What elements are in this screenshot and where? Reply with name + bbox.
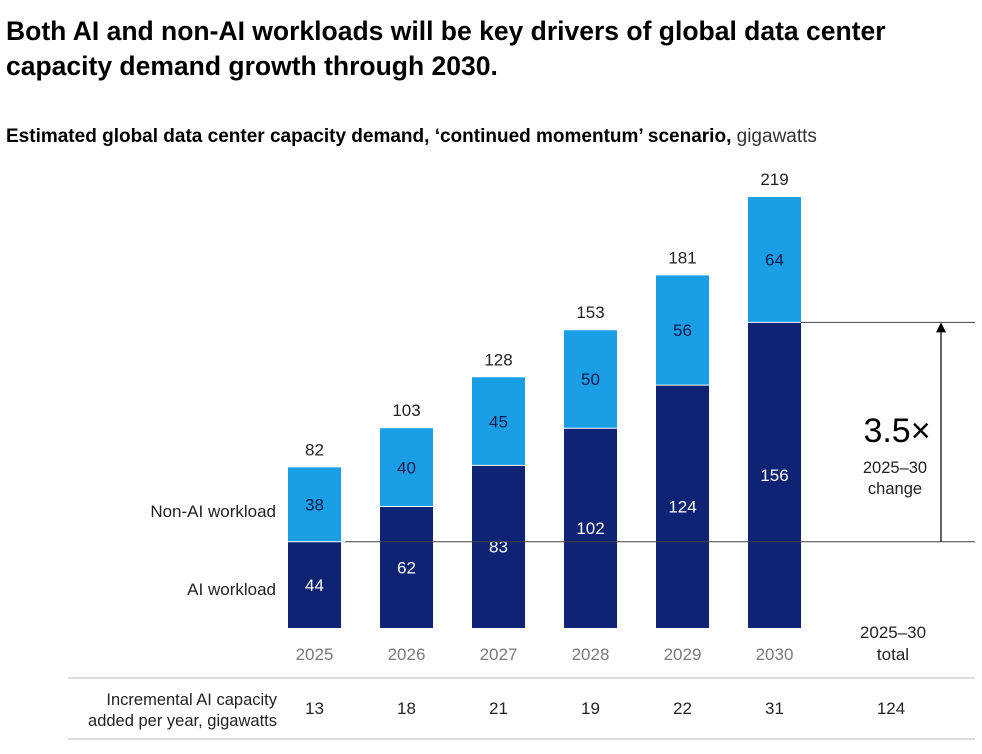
bar-ai-workload-2025 [288, 541, 341, 628]
data-label-ai-2028: 102 [576, 519, 604, 538]
subtitle-main: Estimated global data center capacity de… [6, 126, 732, 147]
chart-subtitle: Estimated global data center capacity de… [6, 124, 981, 150]
table-total-value: 124 [877, 699, 905, 718]
table-values: 13 18 21 19 22 31 [305, 699, 784, 718]
table-row-label-line2: added per year, gigawatts [88, 712, 277, 730]
bar-ai-workload-2027 [472, 465, 525, 628]
data-label-total-2026: 103 [392, 401, 420, 420]
data-label-ai-2029: 124 [668, 498, 696, 517]
data-label-non-ai-2026: 40 [397, 458, 416, 477]
data-label-total-2028: 153 [576, 303, 604, 322]
data-label-non-ai-2027: 45 [489, 412, 508, 431]
chart-title: Both AI and non-AI workloads will be key… [6, 16, 886, 81]
bar-ai-workload-2026 [380, 506, 433, 628]
bar-ai-workload-2030 [748, 322, 801, 628]
total-header-line2: total [877, 645, 909, 664]
table-value-2029: 22 [673, 699, 692, 718]
labels-layer: 44 38 82 2025 62 40 103 2026 83 45 128 2027 102 50 153… [296, 170, 794, 664]
x-tick-label-2029: 2029 [664, 645, 702, 664]
table-value-2026: 18 [397, 699, 416, 718]
change-multiplier: 3.5× [863, 412, 930, 450]
bar-non-ai-workload-2028 [564, 330, 617, 429]
data-label-total-2025: 82 [305, 440, 324, 459]
total-header-line1: 2025–30 [860, 623, 926, 642]
data-label-ai-2027: 83 [489, 538, 508, 557]
change-annotation: 3.5× 2025–30 change [345, 321, 975, 543]
data-label-non-ai-2029: 56 [673, 321, 692, 340]
change-label-line1: 2025–30 [863, 459, 927, 477]
data-label-total-2027: 128 [484, 350, 512, 369]
table-value-2027: 21 [489, 699, 508, 718]
data-label-ai-2030: 156 [760, 466, 788, 485]
arrowhead-icon [936, 322, 946, 333]
data-label-ai-2026: 62 [397, 558, 416, 577]
legend-ai-workload: AI workload [187, 580, 276, 599]
data-label-non-ai-2025: 38 [305, 496, 324, 515]
bar-ai-workload-2029 [656, 385, 709, 628]
table-value-2025: 13 [305, 699, 324, 718]
bar-non-ai-workload-2026 [380, 428, 433, 507]
x-tick-label-2028: 2028 [572, 645, 610, 664]
legend-non-ai-workload: Non-AI workload [150, 502, 276, 521]
data-label-total-2030: 219 [760, 170, 788, 189]
table-value-2030: 31 [765, 699, 784, 718]
x-tick-label-2027: 2027 [480, 645, 518, 664]
table-value-2028: 19 [581, 699, 600, 718]
x-tick-label-2025: 2025 [296, 645, 334, 664]
bar-non-ai-workload-2029 [656, 275, 709, 386]
bars-layer [288, 197, 801, 628]
table-row-label-line1: Incremental AI capacity [106, 691, 277, 709]
data-label-non-ai-2028: 50 [581, 370, 600, 389]
bar-ai-workload-2028 [564, 428, 617, 628]
data-label-ai-2025: 44 [305, 576, 324, 595]
bar-non-ai-workload-2025 [288, 467, 341, 542]
change-label-line2: change [868, 480, 922, 498]
x-tick-label-2030: 2030 [756, 645, 794, 664]
bar-non-ai-workload-2027 [472, 377, 525, 466]
data-label-non-ai-2030: 64 [765, 251, 784, 270]
x-tick-label-2026: 2026 [388, 645, 426, 664]
subtitle-unit: gigawatts [736, 126, 817, 147]
bar-non-ai-workload-2030 [748, 197, 801, 323]
data-label-total-2029: 181 [668, 248, 696, 267]
